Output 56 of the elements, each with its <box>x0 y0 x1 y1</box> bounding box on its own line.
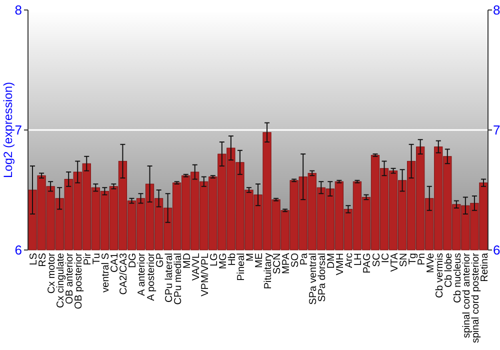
x-tick-label: RS <box>38 252 49 267</box>
x-tick-label: MPA <box>281 252 292 274</box>
x-tick-label: Cb nucleus <box>452 253 464 304</box>
x-tick-label: Cb vermis <box>434 253 446 298</box>
x-tick-label: CPu lateral <box>164 253 175 302</box>
x-tick-label: Pir <box>82 252 94 266</box>
x-tick-label: VMH <box>335 253 346 276</box>
x-tick-label: MVe <box>425 252 436 274</box>
y-tick-label: 6 <box>14 242 22 258</box>
x-tick-label: MD <box>182 253 193 269</box>
x-tick-label: Pn <box>416 253 428 266</box>
x-tick-label: SO <box>290 252 302 268</box>
x-tick-label: A posterior <box>146 252 157 301</box>
x-tick-label: Cb lobe <box>443 252 454 288</box>
x-tick-label: LG <box>208 252 220 266</box>
x-tick-label: DG <box>128 252 139 268</box>
x-tick-label: CA1 <box>110 252 121 272</box>
x-tick-label: spinal cord anterior <box>461 252 472 338</box>
x-tick-label: OB posterior <box>74 252 85 310</box>
x-tick-label: SC <box>371 253 382 267</box>
x-tick-label: ME <box>254 252 265 268</box>
x-tick-label: LH <box>353 253 364 266</box>
x-tick-label: GP <box>154 252 166 268</box>
x-tick-label: M <box>244 253 256 262</box>
x-tick-label: VA/VL <box>190 252 202 281</box>
x-tick-label: VPM/VPL <box>200 252 211 296</box>
x-tick-label: Hb <box>226 252 238 266</box>
y2-tick-label: 7 <box>493 122 500 138</box>
y2-tick-label: 6 <box>493 242 500 258</box>
y-tick-label: 7 <box>14 122 22 138</box>
x-tick-label: Tu <box>92 253 103 264</box>
x-tick-label: OB anterior <box>64 252 76 304</box>
x-tick-label: DM <box>326 253 338 269</box>
x-tick-label: Arc <box>344 253 356 268</box>
x-tick-label: SPa dorsal <box>317 253 328 302</box>
x-tick-label: LS <box>28 252 40 266</box>
x-tick-label: ventral S <box>100 252 112 292</box>
y2-tick-label: 8 <box>493 2 500 18</box>
x-tick-label: MG <box>218 252 229 270</box>
x-tick-label: SN <box>398 253 410 267</box>
x-tick-label: A anterior <box>136 252 148 296</box>
x-tick-label: IC <box>380 253 392 263</box>
x-tick-label: spinal cord posterior <box>470 252 482 344</box>
x-tick-label: CPu medial <box>172 253 184 305</box>
x-tick-label: Cx cingulate <box>56 252 67 308</box>
x-tick-label: CA2/CA3 <box>118 252 130 295</box>
x-tick-label: Pineal <box>236 253 247 281</box>
x-tick-label: PAG <box>362 252 374 274</box>
y-axis-title: Log2 (expression) <box>1 82 15 178</box>
x-tick-label: Pituitary <box>263 253 274 290</box>
y-tick-label: 8 <box>14 2 22 18</box>
x-tick-label: VTA <box>389 252 400 272</box>
x-tick-label: Pa <box>299 252 310 266</box>
x-tick-label: SCN <box>272 253 284 274</box>
x-tick-label: Tg <box>407 253 418 265</box>
x-tick-label: Retina <box>479 252 490 282</box>
